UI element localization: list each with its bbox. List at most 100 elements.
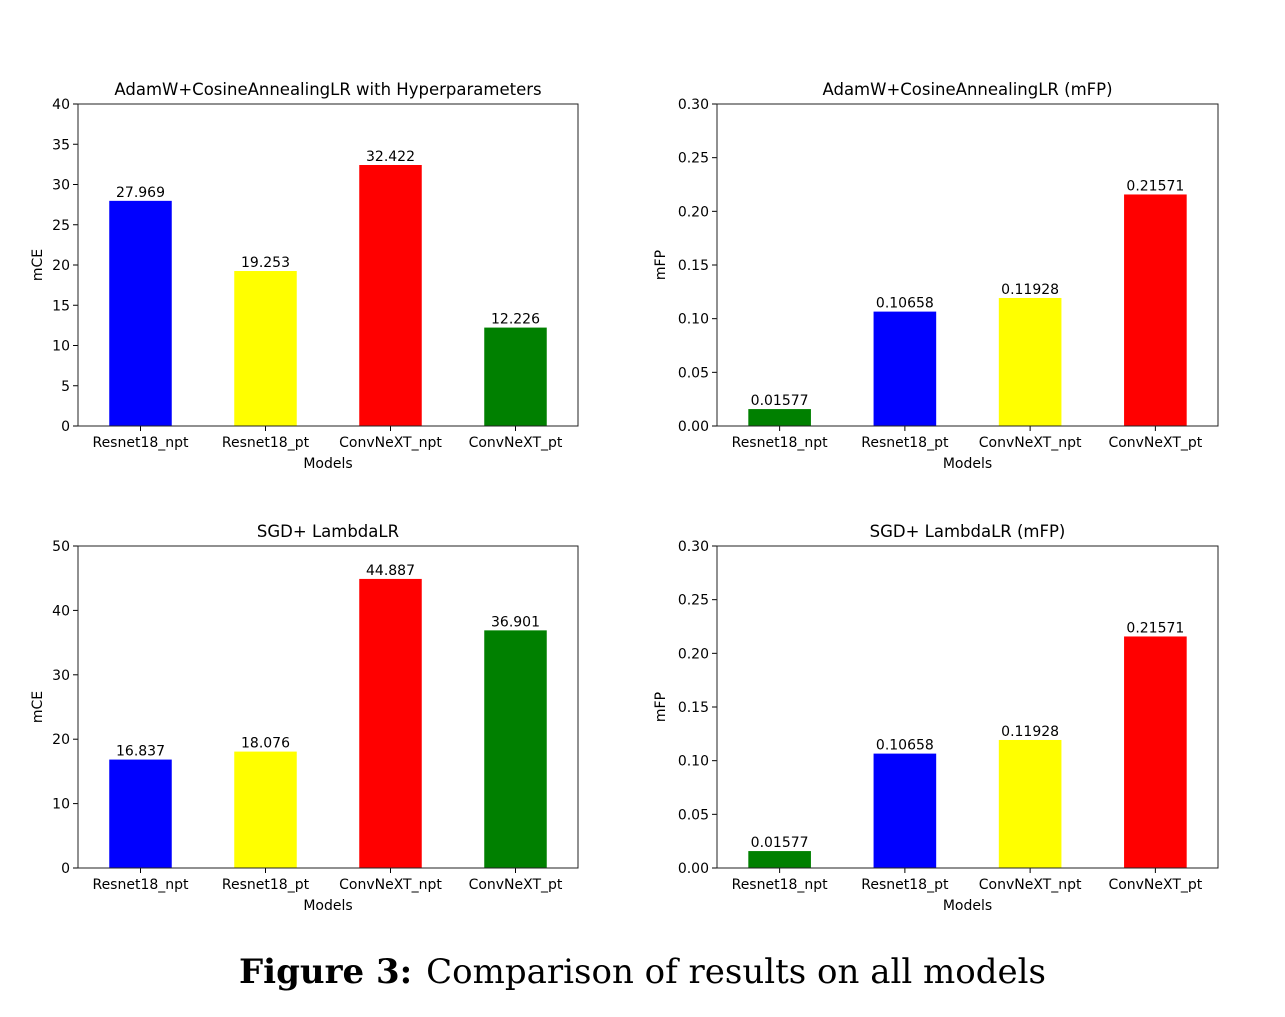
axes-frame bbox=[77, 103, 579, 427]
bar-value-label: 16.837 bbox=[116, 744, 165, 760]
y-tick-label: 0.25 bbox=[678, 593, 709, 609]
y-tick-label: 20 bbox=[52, 258, 70, 274]
bar-convnext-pt bbox=[484, 327, 547, 426]
bar-value-label: 36.901 bbox=[491, 614, 540, 630]
axes-frame bbox=[77, 545, 579, 869]
bar-resnet18-pt bbox=[234, 751, 297, 868]
y-tick-label: 0.05 bbox=[678, 365, 709, 381]
chart-panel-1: 27.969 Resnet18_npt 19.253 Resnet18_pt 32.42… bbox=[30, 80, 579, 472]
y-tick-label: 10 bbox=[52, 797, 70, 813]
y-tick-label: 0.00 bbox=[678, 861, 709, 877]
y-tick-label: 50 bbox=[52, 539, 70, 555]
x-tick-label: Resnet18_npt bbox=[732, 877, 829, 893]
axes-frame bbox=[716, 103, 1219, 427]
chart-title: AdamW+CosineAnnealingLR (mFP) bbox=[822, 80, 1112, 99]
bar-convnext-npt bbox=[998, 297, 1062, 426]
y-tick-label: 0.10 bbox=[678, 312, 709, 328]
x-tick-label: Resnet18_npt bbox=[92, 435, 189, 451]
bar-resnet18-pt bbox=[234, 271, 297, 426]
y-tick-label: 30 bbox=[52, 668, 70, 684]
x-axis-label: Models bbox=[303, 456, 352, 472]
y-tick-label: 0.30 bbox=[678, 97, 709, 113]
chart-panel-4: 0.01577 Resnet18_npt 0.10658 Resnet18_pt 0.1… bbox=[653, 522, 1219, 914]
chart-title: AdamW+CosineAnnealingLR with Hyperparame… bbox=[114, 80, 541, 99]
x-tick-label: Resnet18_npt bbox=[92, 877, 189, 893]
y-tick-label: 10 bbox=[52, 339, 70, 355]
bar-convnext-pt bbox=[1124, 636, 1187, 868]
bar-value-label: 0.21571 bbox=[1126, 178, 1184, 194]
y-axis-label: mFP bbox=[653, 692, 669, 722]
y-tick-label: 30 bbox=[52, 178, 70, 194]
bar-convnext-npt bbox=[998, 739, 1062, 868]
bar-value-label: 0.11928 bbox=[1001, 724, 1059, 740]
bar-value-label: 0.01577 bbox=[751, 393, 809, 409]
bar-resnet18-pt bbox=[873, 753, 937, 868]
bar-value-label: 0.11928 bbox=[1001, 282, 1059, 298]
y-tick-label: 0.20 bbox=[678, 646, 709, 662]
y-axis-label: mCE bbox=[30, 691, 46, 723]
bar-value-label: 44.887 bbox=[366, 563, 415, 579]
axes-frame bbox=[716, 545, 1219, 869]
y-tick-label: 40 bbox=[52, 97, 70, 113]
figure-panel-grid: 27.969 Resnet18_npt 19.253 Resnet18_pt 32.42… bbox=[30, 80, 1219, 914]
x-tick-label: Resnet18_npt bbox=[732, 435, 829, 451]
bar-value-label: 27.969 bbox=[116, 185, 165, 201]
y-tick-label: 0.20 bbox=[678, 204, 709, 220]
y-tick-label: 40 bbox=[52, 603, 70, 619]
y-tick-label: 5 bbox=[61, 379, 70, 395]
bar-convnext-pt bbox=[484, 630, 547, 868]
y-tick-label: 0.30 bbox=[678, 539, 709, 555]
x-tick-label: Resnet18_pt bbox=[861, 435, 949, 451]
bar-resnet18-npt bbox=[748, 851, 811, 868]
chart-panel-2: 0.01577 Resnet18_npt 0.10658 Resnet18_pt 0.1… bbox=[653, 80, 1219, 472]
x-axis-label: Models bbox=[943, 456, 992, 472]
bar-value-label: 19.253 bbox=[241, 255, 290, 271]
bar-resnet18-npt bbox=[109, 200, 172, 426]
y-axis-label: mFP bbox=[653, 250, 669, 280]
y-tick-label: 0.15 bbox=[678, 700, 709, 716]
x-axis-label: Models bbox=[943, 898, 992, 914]
chart-title: SGD+ LambdaLR bbox=[257, 522, 399, 541]
caption-label: Figure 3: bbox=[239, 952, 413, 992]
bar-value-label: 0.10658 bbox=[876, 738, 934, 754]
chart-title: SGD+ LambdaLR (mFP) bbox=[870, 522, 1066, 541]
caption-text: Comparison of results on all models bbox=[426, 952, 1046, 992]
y-tick-label: 0.25 bbox=[678, 151, 709, 167]
y-tick-label: 15 bbox=[52, 298, 70, 314]
bar-value-label: 18.076 bbox=[241, 736, 290, 752]
bar-resnet18-npt bbox=[748, 409, 811, 426]
bar-resnet18-npt bbox=[109, 759, 172, 868]
x-tick-label: ConvNeXT_pt bbox=[1108, 877, 1202, 893]
x-tick-label: Resnet18_pt bbox=[222, 435, 310, 451]
bar-value-label: 32.422 bbox=[366, 149, 415, 165]
x-tick-label: Resnet18_pt bbox=[861, 877, 949, 893]
x-tick-label: Resnet18_pt bbox=[222, 877, 310, 893]
bar-value-label: 12.226 bbox=[491, 312, 540, 328]
y-tick-label: 0.00 bbox=[678, 419, 709, 435]
bar-resnet18-pt bbox=[873, 311, 937, 426]
x-tick-label: ConvNeXT_npt bbox=[979, 877, 1082, 893]
y-tick-label: 0 bbox=[61, 861, 70, 877]
bar-convnext-npt bbox=[359, 165, 422, 426]
y-axis-label: mCE bbox=[30, 249, 46, 281]
x-tick-label: ConvNeXT_pt bbox=[469, 435, 563, 451]
bar-value-label: 0.01577 bbox=[751, 835, 809, 851]
y-tick-label: 35 bbox=[52, 137, 70, 153]
bar-value-label: 0.10658 bbox=[876, 296, 934, 312]
y-tick-label: 20 bbox=[52, 732, 70, 748]
y-tick-label: 0 bbox=[61, 419, 70, 435]
x-tick-label: ConvNeXT_npt bbox=[979, 435, 1082, 451]
bar-value-label: 0.21571 bbox=[1126, 620, 1184, 636]
x-tick-label: ConvNeXT_npt bbox=[339, 877, 442, 893]
y-tick-label: 0.05 bbox=[678, 807, 709, 823]
x-tick-label: ConvNeXT_pt bbox=[1108, 435, 1202, 451]
bar-convnext-pt bbox=[1124, 194, 1187, 426]
y-tick-label: 25 bbox=[52, 218, 70, 234]
figure-caption: Figure 3: Comparison of results on all mo… bbox=[0, 952, 1285, 992]
chart-panel-3: 16.837 Resnet18_npt 18.076 Resnet18_pt 44.88… bbox=[30, 522, 579, 914]
y-tick-label: 0.10 bbox=[678, 754, 709, 770]
x-tick-label: ConvNeXT_npt bbox=[339, 435, 442, 451]
x-tick-label: ConvNeXT_pt bbox=[469, 877, 563, 893]
x-axis-label: Models bbox=[303, 898, 352, 914]
y-tick-label: 0.15 bbox=[678, 258, 709, 274]
